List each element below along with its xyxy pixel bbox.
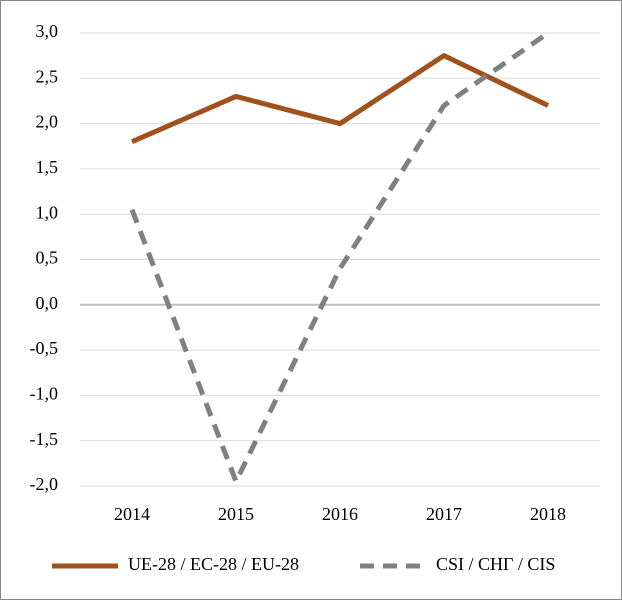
- y-tick-label: 2,5: [36, 66, 59, 86]
- legend-label: UE-28 / EC-28 / EU-28: [128, 554, 299, 574]
- y-tick-label: 1,5: [36, 157, 59, 177]
- y-tick-label: -1,0: [30, 384, 59, 404]
- x-tick-label: 2016: [322, 504, 358, 524]
- x-tick-label: 2017: [426, 504, 462, 524]
- series-line: [129, 30, 550, 484]
- y-tick-label: 0,0: [36, 293, 59, 313]
- y-tick-label: 1,0: [36, 202, 59, 222]
- y-tick-label: 0,5: [36, 248, 59, 268]
- y-tick-label: 2,0: [36, 112, 59, 132]
- y-tick-label: -0,5: [30, 338, 59, 358]
- legend-label: CSI / СНГ / CIS: [436, 554, 555, 574]
- y-tick-label: 3,0: [36, 21, 59, 41]
- x-tick-label: 2015: [218, 504, 254, 524]
- y-tick-label: -1,5: [30, 429, 59, 449]
- x-tick-label: 2014: [114, 504, 150, 524]
- x-tick-label: 2018: [530, 504, 566, 524]
- series-line: [131, 53, 550, 145]
- y-tick-label: -2,0: [30, 474, 59, 494]
